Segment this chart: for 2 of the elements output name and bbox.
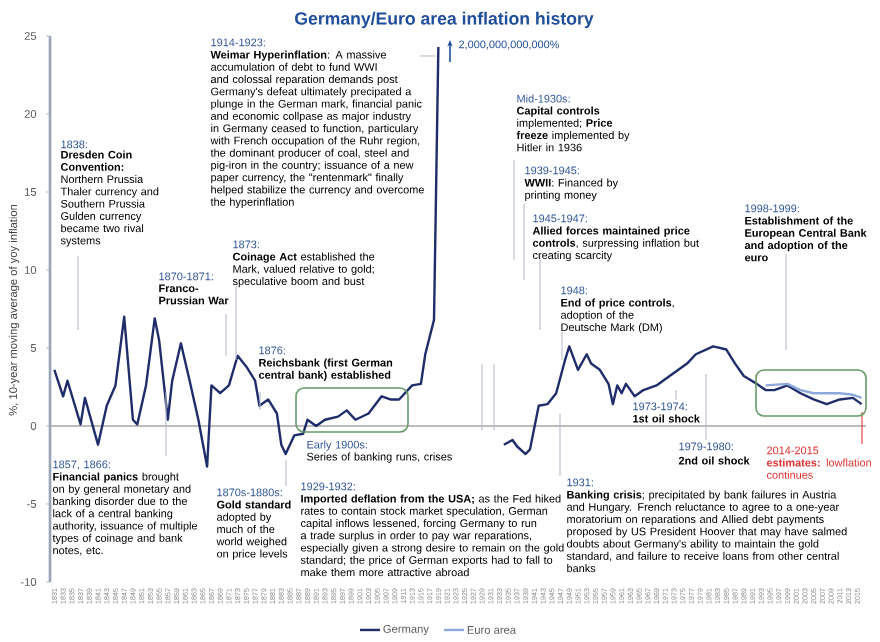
line-series (764, 382, 863, 400)
chart-title: Germany/Euro area inflation history (295, 11, 594, 29)
